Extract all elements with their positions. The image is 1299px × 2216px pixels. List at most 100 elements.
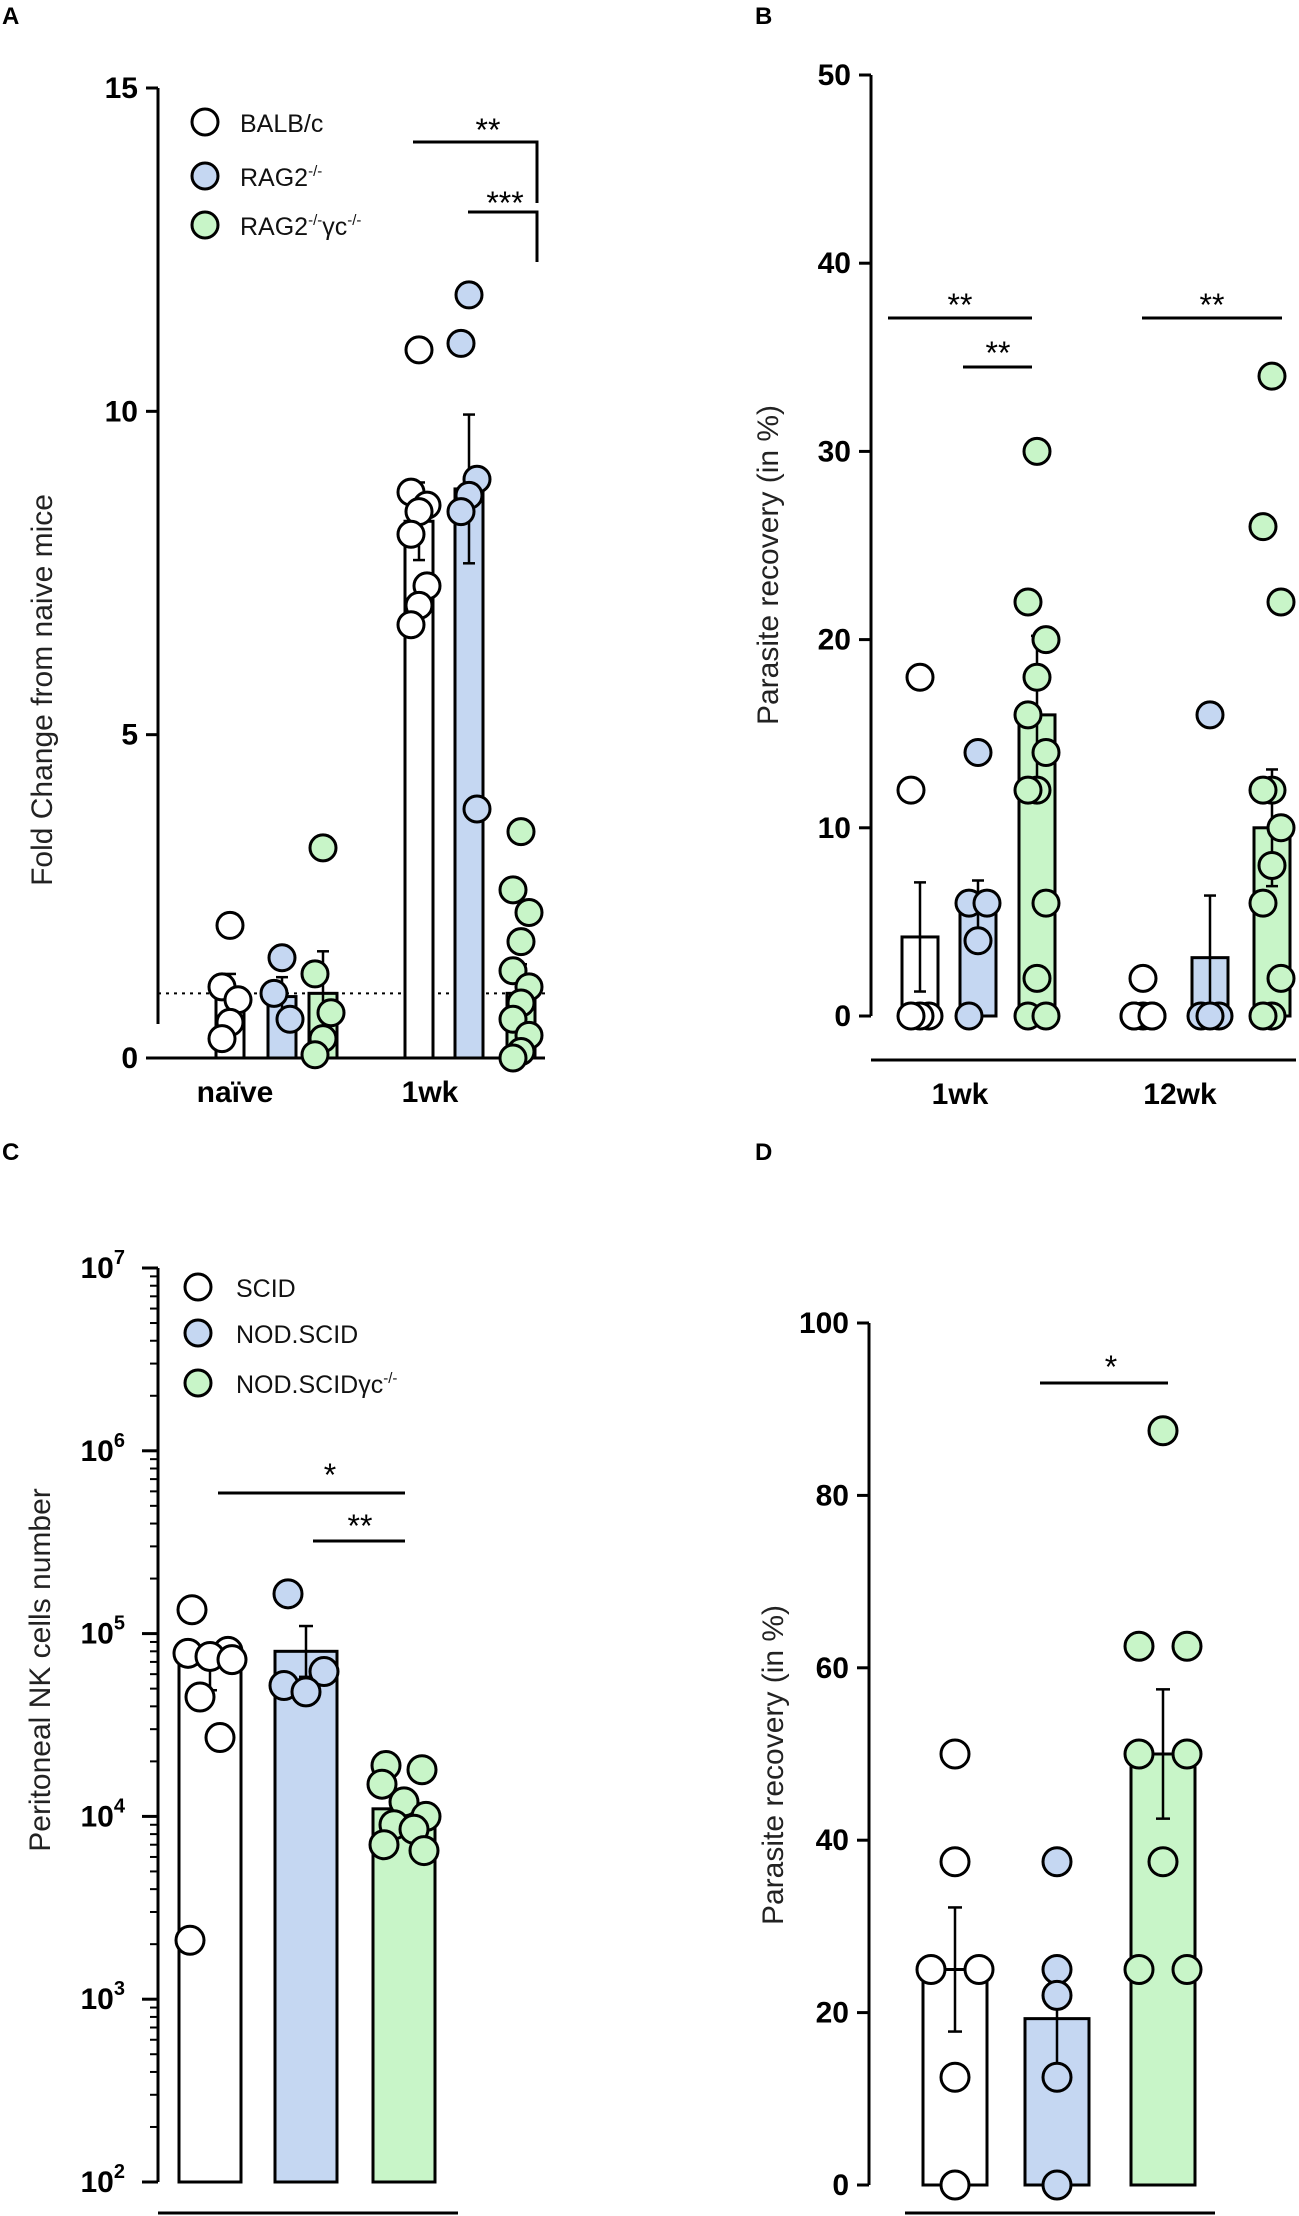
data-point — [1031, 1001, 1061, 1031]
y-tick-label: 0 — [832, 2169, 849, 2202]
sig-label: ** — [948, 287, 973, 323]
legend-label-text: NOD.SCIDγc — [236, 1371, 383, 1399]
panel-b-significance: ** ** ** — [888, 287, 1282, 371]
panel-label-a: A — [2, 3, 19, 30]
data-point — [498, 1043, 528, 1073]
sig-bracket — [413, 140, 539, 203]
data-point — [1031, 625, 1061, 655]
data-point — [1013, 700, 1043, 730]
data-point — [1195, 700, 1225, 730]
legend-marker-nodscid — [183, 1318, 213, 1348]
panel-a-significance: ** *** — [413, 112, 539, 262]
panel-label-d: D — [755, 1139, 772, 1166]
legend-label: BALB/c — [240, 110, 323, 138]
data-point — [1147, 1415, 1179, 1447]
y-tick-label: 20 — [818, 624, 851, 657]
sig-label: *** — [486, 185, 523, 221]
data-point — [1147, 1846, 1179, 1878]
data-point — [368, 1829, 400, 1861]
panel-c: C Peritoneal NK cells number 102 103 104 10… — [2, 1139, 458, 2215]
legend-label-sup: -/- — [308, 212, 322, 229]
data-point — [259, 978, 289, 1008]
data-point — [300, 1040, 330, 1070]
panel-a-category-label: naïve — [197, 1076, 274, 1109]
data-point — [216, 1644, 248, 1676]
panel-b-category-label: 12wk — [1143, 1078, 1217, 1111]
data-point — [1013, 587, 1043, 617]
data-point — [1128, 963, 1158, 993]
data-point — [1022, 963, 1052, 993]
data-point — [446, 497, 476, 527]
data-point — [406, 1754, 438, 1786]
data-point — [963, 926, 993, 956]
panel-d-y-axis-label: Parasite recovery (in %) — [757, 1605, 790, 1925]
data-point — [972, 888, 1002, 918]
y-tick-label: 10 — [105, 395, 138, 428]
sig-bracket — [468, 210, 539, 262]
data-point — [215, 910, 245, 940]
legend-label: SCID — [236, 1275, 296, 1303]
y-tick-label: 105 — [81, 1613, 126, 1651]
data-point — [1248, 1001, 1278, 1031]
data-point — [1266, 813, 1296, 843]
legend-label-sup: -/- — [383, 1370, 397, 1387]
panel-label-c: C — [2, 1139, 19, 1166]
data-point — [1257, 850, 1287, 880]
data-point — [1041, 2061, 1073, 2093]
data-point — [506, 927, 536, 957]
data-point — [1266, 963, 1296, 993]
data-point — [1137, 1001, 1167, 1031]
data-point — [396, 610, 426, 640]
y-tick-label: 40 — [818, 247, 851, 280]
legend-label-text: RAG2 — [240, 213, 308, 241]
data-point — [1031, 738, 1061, 768]
data-point — [1171, 1630, 1203, 1662]
legend-label: NOD.SCID — [236, 1321, 358, 1349]
data-point — [939, 2061, 971, 2093]
y-tick-label: 0 — [834, 1000, 851, 1033]
data-point — [300, 959, 330, 989]
data-point — [896, 775, 926, 805]
data-point — [506, 817, 536, 847]
data-point — [905, 662, 935, 692]
data-point — [1257, 361, 1287, 391]
data-point — [1022, 436, 1052, 466]
data-point — [184, 1681, 216, 1713]
y-tick-label: 100 — [799, 1307, 849, 1340]
legend-label-text: γc — [322, 213, 347, 241]
y-tick-label: 5 — [121, 719, 138, 752]
data-point — [204, 1722, 236, 1754]
data-point — [939, 1738, 971, 1770]
y-tick-label: 80 — [816, 1479, 849, 1512]
legend-marker-rag2-gc — [190, 210, 220, 240]
panel-a-legend: BALB/c RAG2-/- RAG2-/-γc-/- — [190, 107, 361, 241]
bar — [371, 1807, 437, 2184]
data-point — [316, 998, 346, 1028]
data-point — [1195, 1001, 1225, 1031]
data-point — [174, 1924, 206, 1956]
panel-a-y-axis-label: Fold Change from naive mice — [26, 494, 59, 886]
bar — [453, 487, 485, 1060]
data-point — [176, 1594, 208, 1626]
data-point — [1013, 775, 1043, 805]
data-point — [408, 1835, 440, 1867]
panel-c-y-axis-label: Peritoneal NK cells number — [24, 1488, 57, 1852]
data-point — [1031, 888, 1061, 918]
panel-c-legend: SCID NOD.SCID NOD.SCIDγc-/- — [183, 1272, 397, 1399]
y-tick-label: 0 — [121, 1042, 138, 1075]
data-point — [308, 833, 338, 863]
data-point — [290, 1676, 322, 1708]
data-point — [267, 943, 297, 973]
data-point — [498, 875, 528, 905]
sig-label: ** — [348, 1508, 373, 1544]
data-point — [462, 794, 492, 824]
data-point — [207, 1024, 237, 1054]
legend-marker-balbc — [190, 107, 220, 137]
legend-marker-nodscid-gc — [183, 1368, 213, 1398]
legend-marker-rag2 — [190, 161, 220, 191]
data-point — [514, 898, 544, 927]
y-tick-label: 15 — [105, 72, 138, 105]
panel-b-y-axis-label: Parasite recovery (in %) — [752, 405, 785, 725]
data-point — [1248, 512, 1278, 542]
data-point — [1041, 2169, 1073, 2201]
